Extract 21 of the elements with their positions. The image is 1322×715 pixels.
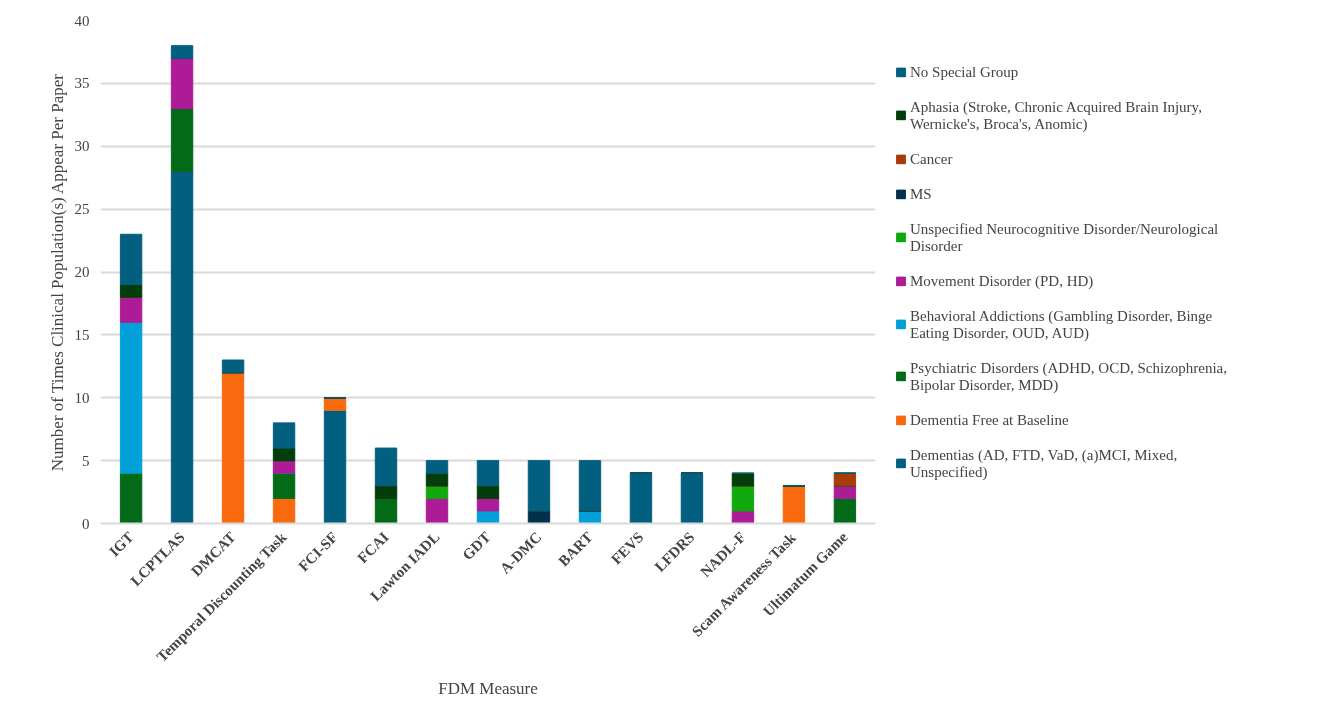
legend-label: Movement Disorder (PD, HD) [910, 272, 1094, 289]
legend-label: MS [910, 185, 932, 202]
y-tick-label: 25 [74, 201, 90, 218]
x-axis-title: FDM Measure [438, 678, 538, 698]
legend-label: Dementias (AD, FTD, VaD, (a)MCI, Mixed, Unspecified) [910, 446, 1178, 480]
y-tick-label: 40 [74, 12, 90, 29]
legend-label: Unspecified Neurocognitive Disorder/Neurological Disorder [910, 220, 1219, 254]
legend-label: Behavioral Addictions (Gambling Disorder, Binge Eating Disorder, OUD, AUD) [910, 307, 1213, 341]
y-tick-label: 35 [74, 75, 90, 92]
y-axis-title: Number of Times Clinical Population(s) Appear Per Paper [47, 73, 67, 472]
y-tick-label: 20 [74, 264, 90, 280]
y-tick-label: 10 [74, 389, 90, 406]
legend-label: Psychiatric Disorders (ADHD, OCD, Schizophrenia, Bipolar Disorder, MDD) [910, 359, 1228, 393]
y-tick-label: 15 [74, 326, 90, 343]
legend-label: Cancer [910, 150, 953, 167]
y-tick-label: 30 [74, 138, 90, 155]
y-tick-label: 5 [82, 452, 90, 469]
legend-label: Aphasia (Stroke, Chronic Acquired Brain Injury, Wernicke's, Broca's, Anomic) [910, 98, 1202, 132]
y-tick-label: 0 [82, 515, 90, 532]
legend-label: Dementia Free at Baseline [910, 411, 1069, 428]
legend-label: No Special Group [910, 63, 1019, 80]
